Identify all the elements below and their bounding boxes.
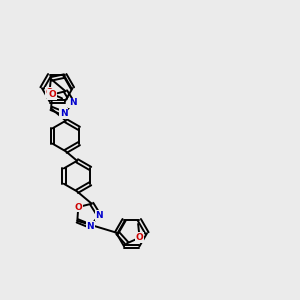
Text: N: N: [69, 98, 77, 107]
Text: O: O: [136, 233, 143, 242]
Text: N: N: [86, 221, 94, 230]
Text: O: O: [48, 90, 56, 99]
Text: O: O: [46, 88, 53, 97]
Text: N: N: [95, 211, 103, 220]
Text: O: O: [74, 202, 82, 211]
Text: N: N: [60, 109, 68, 118]
